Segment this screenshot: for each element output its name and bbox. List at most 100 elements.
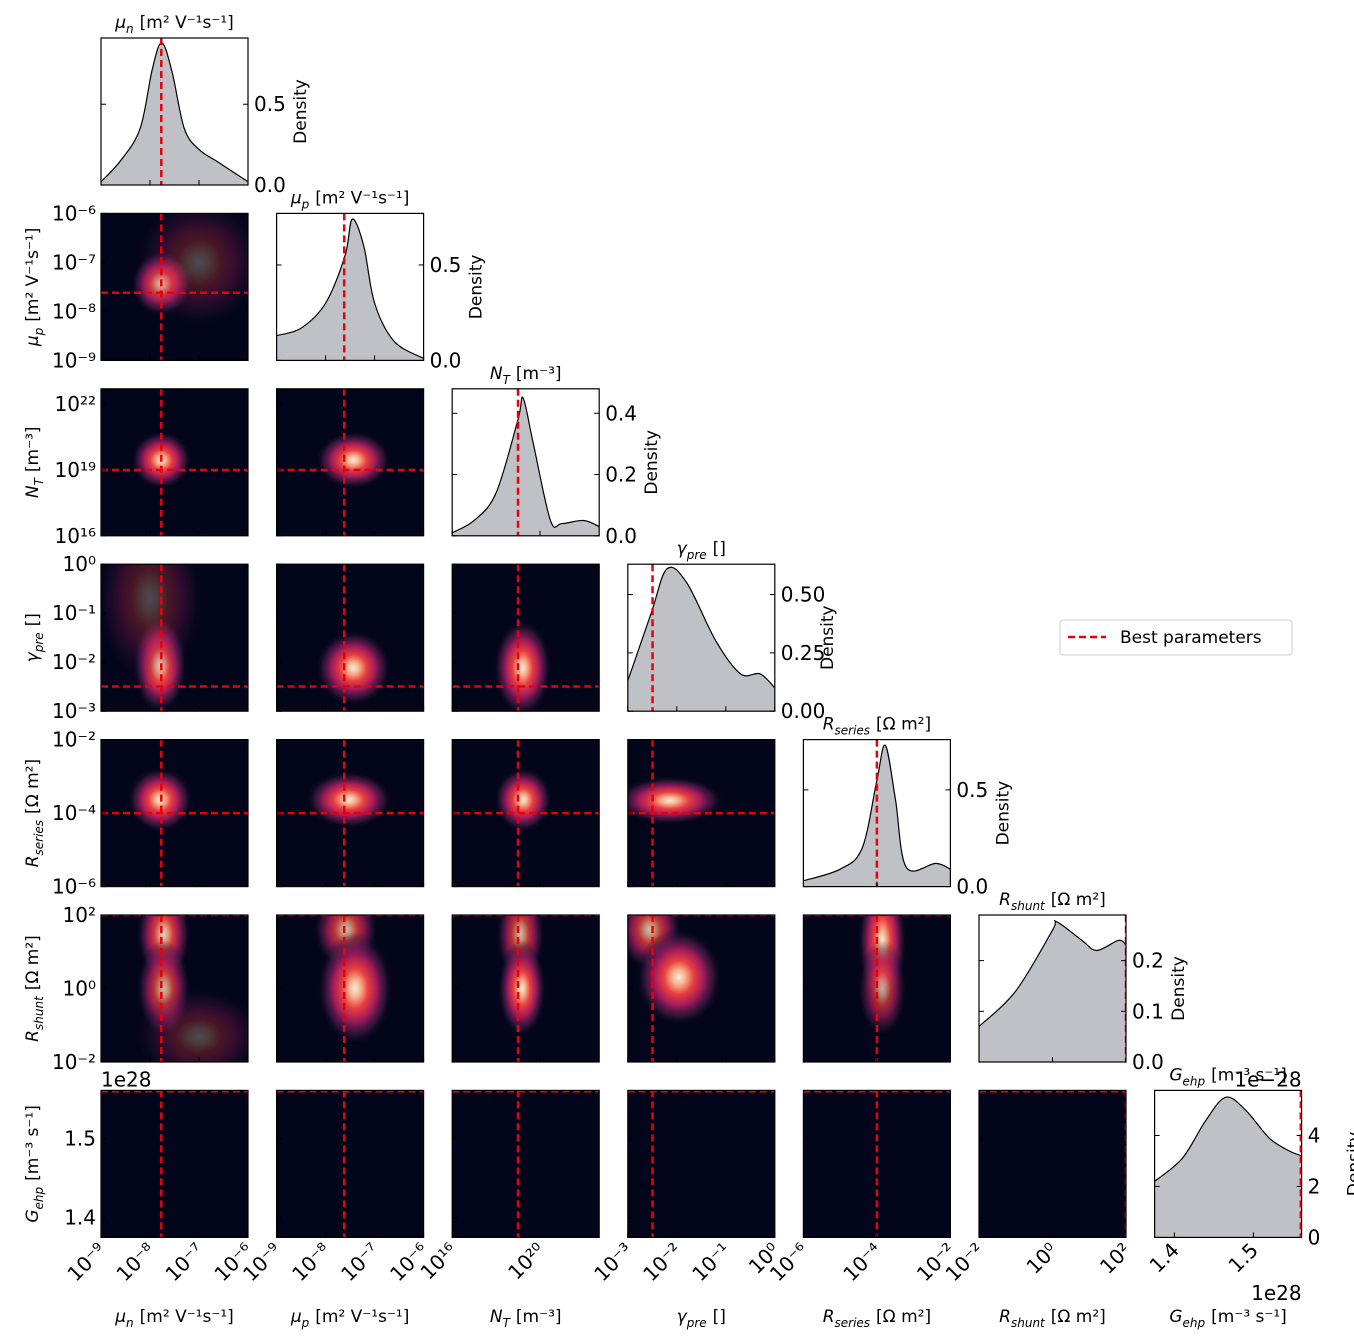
symbol: G: [23, 1209, 43, 1222]
density-blob: [858, 939, 907, 1038]
density-panel: 0 2 4 Density 1e−28 1.4 1.5 1e28: [1144, 1067, 1354, 1305]
density-blob: [127, 767, 193, 833]
x-axis-label: μn [m² V⁻¹s⁻¹]: [114, 1307, 234, 1330]
unit: [Ω m²]: [876, 1307, 931, 1327]
unit: []: [713, 539, 726, 559]
unit: [Ω m²]: [23, 759, 43, 814]
diagonal-title: Rshunt [Ω m²]: [999, 890, 1106, 913]
panel-frame: [627, 563, 776, 712]
density-line: [1154, 1096, 1302, 1182]
joint-panel: [451, 914, 600, 1063]
joint-panel: [451, 563, 600, 712]
density-panel: 0.0 0.5 Density: [276, 212, 487, 372]
density-blob: [317, 931, 393, 1046]
heatmap-background: [101, 1090, 248, 1238]
panel-frame: [100, 563, 249, 712]
plot-area: [101, 38, 248, 185]
unit: [Ω m²]: [1051, 1307, 1106, 1327]
density-panel: 0.0 0.5 Density: [100, 37, 311, 197]
density-axis-label: Density: [467, 255, 487, 320]
diagonal-title: Rseries [Ω m²]: [823, 715, 931, 738]
plot-area: [452, 1090, 600, 1238]
plot-area: [803, 915, 951, 1062]
density-tick-label: 0.0: [254, 173, 286, 197]
panel-frame: [451, 1089, 600, 1239]
density-blob: [134, 213, 248, 328]
symbol: R: [23, 1030, 43, 1042]
y-tick-label: 10⁻³: [52, 699, 96, 723]
x-axis-label: NT [m⁻³]: [490, 1307, 562, 1330]
x-tick-label: 10⁻⁷: [160, 1238, 208, 1286]
y-tick-label: 10⁻²: [52, 650, 96, 674]
panel-frame: [276, 1089, 425, 1239]
subscript: series: [32, 820, 46, 856]
x-tick-label: 10⁻³: [589, 1238, 637, 1286]
y-tick-label: 10⁰: [63, 552, 96, 576]
panel-frame: [627, 914, 776, 1063]
plot-area: [276, 915, 424, 1062]
panel-frame: [451, 914, 600, 1063]
x-axis-label: γpre []: [677, 1307, 726, 1330]
y-tick-label: 10⁰: [63, 977, 96, 1001]
density-blob: [627, 776, 724, 825]
symbol: R: [23, 855, 43, 867]
plot-area: [627, 739, 775, 887]
diagonal-title: NT [m⁻³]: [490, 364, 562, 387]
joint-panel: [802, 914, 952, 1063]
subscript: series: [835, 1316, 871, 1330]
plot-area: [101, 388, 248, 536]
density-tick-label: 0.1: [1132, 999, 1164, 1023]
joint-panel: 10¹⁶ 10¹⁹ 10²²: [55, 388, 249, 548]
y-tick-label: 10⁻⁴: [52, 801, 96, 825]
density-blob: [101, 564, 204, 685]
density-tick-label: 2: [1308, 1174, 1321, 1198]
panel-frame: [276, 914, 425, 1063]
plot-area: [627, 915, 775, 1062]
panel-frame: [978, 914, 1127, 1063]
symbol: N: [490, 364, 503, 384]
subscript: shunt: [1011, 899, 1046, 913]
subscript: series: [835, 724, 871, 738]
diagonal-title: μn [m² V⁻¹s⁻¹]: [114, 13, 234, 36]
density-blob: [494, 767, 553, 833]
joint-panel: [627, 738, 776, 888]
subscript: p: [301, 1316, 310, 1330]
heatmap-background: [979, 1090, 1126, 1238]
x-tick-label: 10⁻²: [638, 1238, 686, 1286]
x-tick-label: 10⁻⁴: [838, 1238, 886, 1286]
plot-area: [101, 213, 248, 361]
unit: []: [713, 1307, 726, 1327]
subscript: shunt: [1011, 1316, 1046, 1330]
unit: [m⁻³ s⁻¹]: [1211, 1065, 1287, 1085]
density-line: [101, 42, 248, 183]
symbol: R: [823, 715, 835, 735]
subscript: T: [503, 1316, 512, 1330]
y-axis-label: Gehp [m⁻³ s⁻¹]: [23, 1105, 46, 1222]
y-axis-label: γpre []: [23, 613, 46, 662]
joint-panel: 10⁻³ 10⁻² 10⁻¹ 10⁰: [52, 552, 249, 723]
panel-frame: [100, 1089, 249, 1239]
plot-area: [452, 564, 600, 712]
panel-frame: [802, 738, 952, 888]
plot-area: [101, 739, 248, 887]
density-axis-label: Density: [642, 430, 662, 495]
panel-frame: [100, 388, 249, 537]
density-blob: [134, 987, 248, 1062]
panel-frame: [451, 738, 600, 888]
unit: [m⁻³ s⁻¹]: [1211, 1307, 1287, 1327]
plot-area: [452, 739, 600, 887]
density-offset: 1e−28: [1234, 1067, 1301, 1091]
subscript: T: [32, 476, 46, 485]
panel-frame: [276, 738, 425, 888]
panel-frame: [451, 388, 600, 537]
x-axis-label: Rseries [Ω m²]: [823, 1307, 931, 1330]
density-tick-label: 0.4: [605, 401, 637, 425]
y-tick-label: 10⁻⁷: [52, 250, 96, 274]
symbol: R: [999, 890, 1011, 910]
density-blob: [635, 928, 722, 1026]
panel-frame: [100, 212, 249, 361]
density-tick-label: 0.00: [781, 699, 826, 723]
